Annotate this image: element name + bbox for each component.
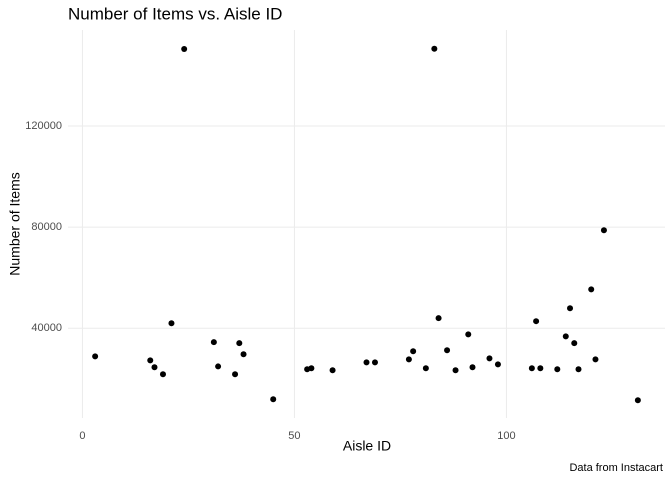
point	[363, 359, 370, 366]
point	[431, 45, 438, 52]
y-tick-label: 120000	[25, 120, 62, 132]
point	[181, 45, 188, 52]
point	[533, 318, 540, 325]
point	[562, 333, 569, 340]
point	[465, 331, 472, 338]
point	[168, 320, 175, 327]
y-tick-label: 80000	[31, 221, 62, 233]
x-tick-label: 100	[497, 430, 515, 442]
point	[371, 359, 378, 366]
point	[147, 357, 154, 364]
y-tick-label: 40000	[31, 322, 62, 334]
caption: Data from Instacart	[569, 462, 663, 474]
point	[240, 351, 247, 358]
point	[600, 227, 607, 234]
point	[554, 366, 561, 373]
x-tick-label: 50	[288, 430, 300, 442]
point	[270, 396, 277, 403]
point	[405, 356, 412, 363]
point	[308, 365, 315, 372]
point	[422, 365, 429, 372]
point	[444, 347, 451, 354]
point	[329, 367, 336, 374]
point	[528, 365, 535, 372]
point	[567, 305, 574, 312]
x-axis-label: Aisle ID	[343, 438, 391, 454]
point	[151, 364, 158, 371]
point	[571, 340, 578, 347]
point	[210, 339, 217, 346]
chart-title: Number of Items vs. Aisle ID	[68, 4, 282, 23]
point	[236, 340, 243, 347]
point	[537, 365, 544, 372]
y-axis-label: Number of Items	[7, 172, 23, 275]
point	[215, 363, 222, 370]
point	[410, 348, 417, 355]
point	[575, 366, 582, 373]
point	[486, 355, 493, 362]
point	[592, 356, 599, 363]
point	[92, 353, 99, 360]
point	[588, 286, 595, 293]
point	[232, 371, 239, 378]
point	[452, 367, 459, 374]
point	[494, 361, 501, 368]
point	[634, 397, 641, 404]
x-tick-label: 0	[79, 430, 85, 442]
point	[469, 364, 476, 371]
point	[159, 371, 166, 378]
point	[435, 315, 442, 322]
